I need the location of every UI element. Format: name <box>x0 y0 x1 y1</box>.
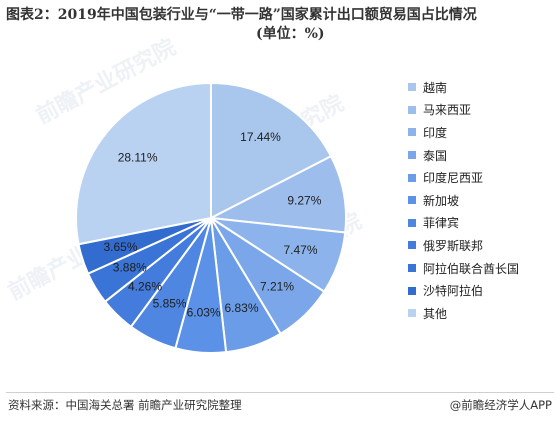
legend-item: 菲律宾 <box>408 212 558 235</box>
slice-value-label: 6.83% <box>224 301 258 315</box>
slice-value-label: 3.88% <box>113 260 147 274</box>
legend-label: 沙特阿拉伯 <box>423 284 484 299</box>
legend-label: 新加坡 <box>423 193 460 208</box>
legend-item: 马来西亚 <box>408 99 558 122</box>
legend-label: 其他 <box>423 306 448 321</box>
slice-value-label: 17.44% <box>240 130 281 144</box>
legend-swatch <box>408 196 416 205</box>
footer-divider <box>6 392 554 393</box>
legend-label: 印度 <box>423 125 448 140</box>
slice-value-label: 7.21% <box>260 279 294 293</box>
legend-label: 印度尼西亚 <box>423 171 484 186</box>
legend-swatch <box>408 218 416 227</box>
legend-item: 沙特阿拉伯 <box>408 279 558 302</box>
slice-value-label: 7.47% <box>283 243 317 257</box>
legend-swatch <box>408 151 416 160</box>
pie-slice <box>75 81 212 246</box>
slice-value-label: 28.11% <box>118 151 158 165</box>
legend-label: 越南 <box>423 80 448 95</box>
legend-label: 泰国 <box>423 148 448 163</box>
legend-swatch <box>408 241 416 250</box>
legend-item: 印度尼西亚 <box>408 166 558 189</box>
legend-item: 俄罗斯联邦 <box>408 234 558 257</box>
chart-title-line1: 图表2：2019年中国包装行业与“一带一路”国家累计出口额贸易国占比情况 <box>6 7 477 23</box>
brand-credit: @前瞻经济学人APP <box>449 398 552 412</box>
slice-value-label: 5.85% <box>153 297 187 311</box>
legend-swatch <box>408 264 416 273</box>
legend-label: 俄罗斯联邦 <box>423 238 484 253</box>
chart-legend: 越南马来西亚印度泰国印度尼西亚新加坡菲律宾俄罗斯联邦阿拉伯联合酋长国 沙特阿拉伯其… <box>408 76 558 325</box>
legend-item: 越南 <box>408 76 558 99</box>
pie-slice <box>207 154 347 234</box>
source-note: 资料来源：中国海关总署 前瞻产业研究院整理 <box>8 398 242 412</box>
legend-item: 印度 <box>408 121 558 144</box>
legend-item: 阿拉伯联合酋长国 <box>408 257 558 280</box>
pie-slice <box>210 81 333 220</box>
legend-label: 菲律宾 <box>423 216 460 231</box>
chart-title: 图表2：2019年中国包装行业与“一带一路”国家累计出口额贸易国占比情况 (单位… <box>6 6 554 44</box>
slice-value-label: 9.27% <box>287 194 321 208</box>
slice-value-label: 6.03% <box>187 306 221 320</box>
chart-title-line2: (单位：%) <box>256 26 325 42</box>
legend-label: 阿拉伯联合酋长国 <box>423 261 520 276</box>
legend-swatch <box>408 105 416 114</box>
legend-item: 泰国 <box>408 144 558 167</box>
legend-item: 其他 <box>408 302 558 325</box>
slice-value-label: 3.65% <box>103 240 137 254</box>
legend-swatch <box>408 286 416 295</box>
legend-item: 新加坡 <box>408 189 558 212</box>
legend-label: 马来西亚 <box>423 103 472 118</box>
legend-swatch <box>408 173 416 182</box>
slice-value-label: 4.26% <box>128 279 162 293</box>
legend-swatch <box>408 309 416 318</box>
legend-swatch <box>408 83 416 92</box>
legend-swatch <box>408 128 416 137</box>
